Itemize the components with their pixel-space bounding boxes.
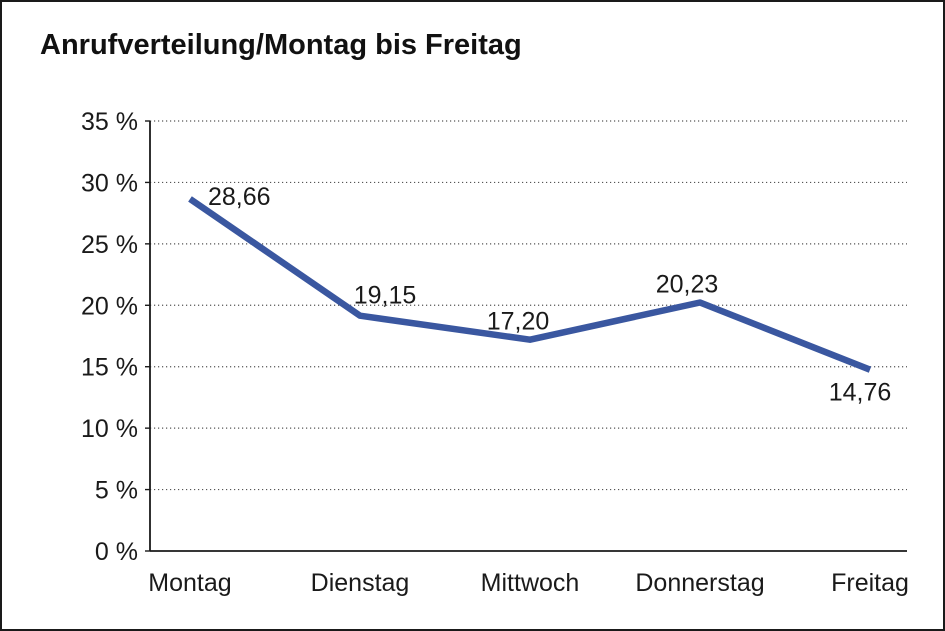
data-point-label: 14,76 <box>829 379 892 407</box>
y-tick-label: 5 % <box>95 477 138 505</box>
data-point-label: 20,23 <box>656 270 719 298</box>
y-tick-label: 20 % <box>81 292 138 320</box>
data-line <box>188 196 872 373</box>
x-category-label: Mittwoch <box>481 569 580 597</box>
x-category-label: Donnerstag <box>635 569 764 597</box>
x-category-label: Freitag <box>831 569 909 597</box>
data-point-label: 19,15 <box>354 282 417 310</box>
x-category-label: Montag <box>148 569 231 597</box>
y-tick-label: 25 % <box>81 231 138 259</box>
y-tick-label: 10 % <box>81 415 138 443</box>
data-point-label: 28,66 <box>208 183 271 211</box>
data-point-label: 17,20 <box>487 308 550 336</box>
y-tick-label: 35 % <box>81 108 138 136</box>
y-tick-label: 30 % <box>81 169 138 197</box>
y-tick-label: 0 % <box>95 538 138 566</box>
y-tick-label: 15 % <box>81 354 138 382</box>
x-category-label: Dienstag <box>311 569 410 597</box>
chart-title: Anrufverteilung/Montag bis Freitag <box>40 29 522 61</box>
